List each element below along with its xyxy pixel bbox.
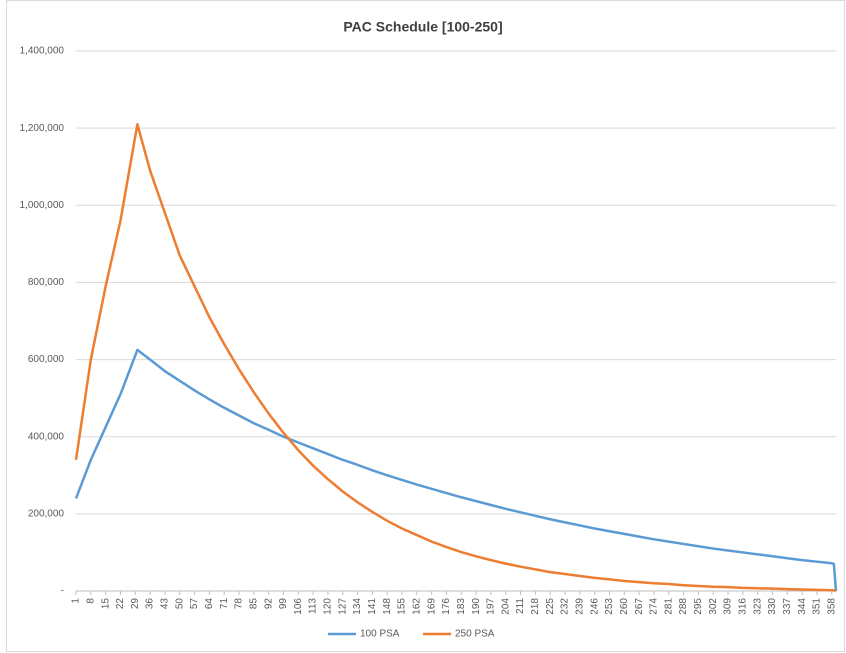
x-tick-label: 106 [293,598,304,615]
x-tick-label: 162 [411,598,422,615]
x-tick-label: 1 [71,598,82,604]
y-tick-label: 400,000 [28,431,65,442]
x-tick-label: 239 [574,598,585,615]
legend-label: 250 PSA [455,629,495,640]
x-tick-label: 246 [589,598,600,615]
x-tick-label: 22 [115,598,126,610]
y-tick-label: 200,000 [28,508,65,519]
x-tick-label: 57 [189,598,200,610]
x-tick-label: 71 [219,598,230,610]
x-tick-label: 176 [441,598,452,615]
y-tick-label: - [61,586,64,597]
x-tick-label: 323 [752,598,763,615]
x-tick-label: 148 [382,598,393,615]
x-tick-label: 141 [367,598,378,615]
x-tick-label: 260 [619,598,630,615]
y-tick-label: 1,200,000 [20,123,65,134]
x-tick-label: 344 [797,598,808,615]
x-tick-label: 134 [352,598,363,615]
chart-title: PAC Schedule [100-250] [343,19,502,35]
x-tick-label: 127 [337,598,348,615]
x-tick-label: 337 [782,598,793,615]
x-tick-label: 78 [234,598,245,610]
x-tick-label: 50 [174,598,185,610]
x-tick-label: 330 [767,598,778,615]
x-tick-label: 64 [204,598,215,610]
series-line [74,348,838,592]
y-tick-label: 800,000 [28,277,65,288]
x-tick-label: 225 [545,598,556,615]
x-tick-label: 295 [693,598,704,615]
x-tick-label: 351 [812,598,823,615]
x-tick-label: 302 [708,598,719,615]
x-tick-label: 316 [737,598,748,615]
y-tick-label: 1,000,000 [20,200,65,211]
x-tick-label: 232 [560,598,571,615]
x-tick-label: 15 [100,598,111,610]
legend-label: 100 PSA [360,629,400,640]
x-tick-label: 288 [678,598,689,615]
x-tick-label: 309 [723,598,734,615]
x-tick-label: 197 [486,598,497,615]
x-tick-label: 43 [160,598,171,610]
chart-border [6,0,845,652]
x-tick-label: 267 [634,598,645,615]
x-tick-label: 204 [500,598,511,615]
x-tick-label: 92 [263,598,274,610]
x-tick-label: 211 [515,598,526,614]
x-tick-label: 120 [323,598,334,615]
x-tick-label: 8 [85,598,96,604]
x-tick-label: 190 [471,598,482,615]
x-tick-label: 36 [145,598,156,610]
x-tick-label: 29 [130,598,141,610]
y-tick-label: 1,400,000 [20,46,65,57]
x-tick-label: 155 [397,598,408,615]
x-tick-label: 113 [308,598,319,614]
x-tick-label: 85 [248,598,259,610]
x-tick-label: 218 [530,598,541,615]
x-tick-label: 183 [456,598,467,615]
x-tick-label: 274 [649,598,660,615]
x-tick-label: 358 [826,598,837,615]
y-tick-label: 600,000 [28,354,65,365]
x-tick-label: 253 [604,598,615,615]
series-line [74,123,837,593]
x-tick-label: 169 [426,598,437,615]
x-tick-label: 281 [663,598,674,615]
x-tick-label: 99 [278,598,289,610]
